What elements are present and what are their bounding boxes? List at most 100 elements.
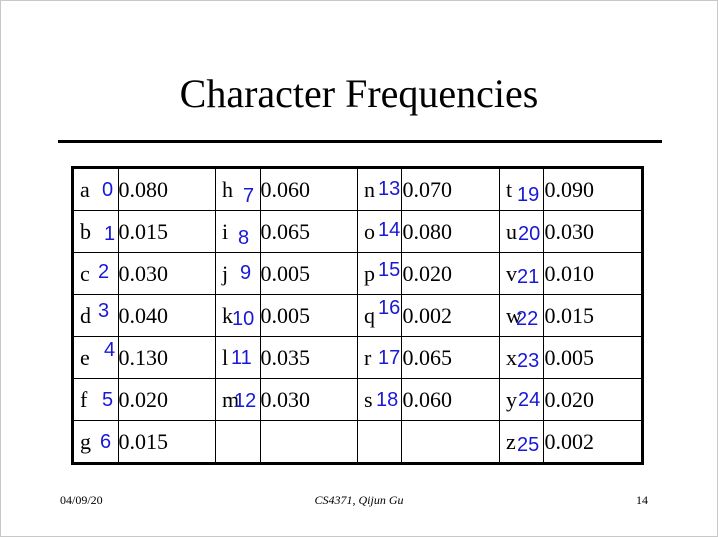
character-label: i bbox=[221, 219, 229, 244]
character-index: 0 bbox=[102, 179, 114, 201]
table-row: g 6 0.015 z 25 0.002 bbox=[72, 420, 643, 464]
character-index: 17 bbox=[377, 347, 401, 369]
letter-cell bbox=[356, 420, 403, 464]
character-index: 9 bbox=[239, 262, 252, 284]
footer-date: 04/09/20 bbox=[60, 493, 103, 507]
character-index: 2 bbox=[98, 261, 110, 283]
character-label: l bbox=[221, 345, 229, 370]
table-row: b 1 0.015 i 8 0.065 o 14 0.080 u 20 0.030 bbox=[72, 210, 643, 253]
table-row: c 2 0.030 j 9 0.005 p 15 0.020 v 21 0.010 bbox=[72, 252, 643, 295]
frequency-cell: 0.015 bbox=[543, 294, 643, 337]
character-label: h bbox=[221, 177, 233, 202]
character-label: r bbox=[363, 345, 372, 370]
character-index: 24 bbox=[517, 389, 541, 411]
footer-course-author: CS4371, Qijun Gu bbox=[314, 493, 404, 507]
frequency-cell: 0.065 bbox=[401, 336, 500, 379]
frequency-cell bbox=[259, 420, 358, 464]
table-row: a 0 0.080 h 7 0.060 n 13 0.070 t 19 0.090 bbox=[72, 167, 643, 211]
footer-page-number: 14 bbox=[636, 493, 648, 507]
frequency-cell: 0.015 bbox=[117, 210, 216, 253]
character-index: 7 bbox=[242, 185, 255, 207]
letter-cell: z 25 bbox=[498, 420, 545, 464]
character-index: 23 bbox=[516, 350, 540, 372]
slide-title: Character Frequencies bbox=[179, 71, 539, 116]
character-index: 22 bbox=[515, 308, 539, 330]
character-label: f bbox=[80, 387, 88, 412]
character-label: g bbox=[80, 429, 91, 454]
character-index: 11 bbox=[230, 347, 252, 369]
character-label: y bbox=[505, 387, 517, 412]
letter-cell: p 15 bbox=[356, 252, 403, 295]
frequency-cell: 0.005 bbox=[543, 336, 643, 379]
character-label: o bbox=[363, 219, 375, 244]
frequency-table: a 0 0.080 h 7 0.060 n 13 0.070 t 19 0.090 b 1 0.015 i 8 0… bbox=[71, 166, 644, 465]
frequency-cell: 0.005 bbox=[259, 294, 358, 337]
letter-cell: w 22 bbox=[498, 294, 545, 337]
character-label: j bbox=[221, 261, 229, 286]
frequency-cell: 0.010 bbox=[543, 252, 643, 295]
frequency-cell: 0.030 bbox=[259, 378, 358, 421]
character-index: 4 bbox=[104, 339, 116, 361]
character-index: 12 bbox=[233, 390, 257, 412]
frequency-cell: 0.005 bbox=[259, 252, 358, 295]
character-label: x bbox=[505, 345, 517, 370]
character-label: u bbox=[505, 219, 517, 244]
character-label: e bbox=[80, 345, 90, 370]
character-label: p bbox=[363, 261, 375, 286]
frequency-cell: 0.040 bbox=[117, 294, 216, 337]
table-row: e 4 0.130 l 11 0.035 r 17 0.065 x 23 0.005 bbox=[72, 336, 643, 379]
frequency-cell: 0.060 bbox=[259, 167, 358, 211]
letter-cell: r 17 bbox=[356, 336, 403, 379]
frequency-cell: 0.130 bbox=[117, 336, 216, 379]
character-index: 21 bbox=[516, 266, 540, 288]
character-label: c bbox=[80, 261, 90, 286]
character-index: 10 bbox=[231, 308, 255, 330]
frequency-cell: 0.030 bbox=[117, 252, 216, 295]
character-index: 8 bbox=[237, 227, 250, 249]
letter-cell bbox=[214, 420, 261, 464]
character-label: m bbox=[221, 387, 240, 412]
letter-cell: k 10 bbox=[214, 294, 261, 337]
character-label: d bbox=[80, 303, 91, 328]
letter-cell: l 11 bbox=[214, 336, 261, 379]
frequency-cell: 0.090 bbox=[543, 167, 643, 211]
letter-cell: n 13 bbox=[356, 167, 403, 211]
character-label: q bbox=[363, 303, 375, 328]
character-label: v bbox=[505, 261, 517, 286]
character-index: 19 bbox=[516, 184, 540, 206]
frequency-cell: 0.020 bbox=[543, 378, 643, 421]
letter-cell: v 21 bbox=[498, 252, 545, 295]
character-label: b bbox=[80, 219, 91, 244]
character-label: s bbox=[363, 387, 373, 412]
table-row: d 3 0.040 k 10 0.005 q 16 0.002 w 22 0.015 bbox=[72, 294, 643, 337]
character-label: t bbox=[505, 177, 513, 202]
character-index: 5 bbox=[102, 389, 114, 411]
frequency-cell: 0.002 bbox=[543, 420, 643, 464]
frequency-cell: 0.020 bbox=[117, 378, 216, 421]
frequency-cell: 0.015 bbox=[117, 420, 216, 464]
character-index: 25 bbox=[516, 434, 540, 456]
character-index: 16 bbox=[377, 297, 401, 319]
letter-cell: t 19 bbox=[498, 167, 545, 211]
character-index: 15 bbox=[377, 259, 401, 281]
character-label: z bbox=[505, 429, 516, 454]
character-label: w bbox=[505, 303, 522, 328]
character-index: 1 bbox=[104, 223, 116, 245]
letter-cell: u 20 bbox=[498, 210, 545, 253]
frequency-cell: 0.065 bbox=[259, 210, 358, 253]
table-row: f 5 0.020 m 12 0.030 s 18 0.060 y 24 0.020 bbox=[72, 378, 643, 421]
character-index: 3 bbox=[98, 300, 110, 322]
letter-cell: x 23 bbox=[498, 336, 545, 379]
frequency-cell: 0.020 bbox=[401, 252, 500, 295]
frequency-table-body: a 0 0.080 h 7 0.060 n 13 0.070 t 19 0.090 b 1 0.015 i 8 0… bbox=[72, 167, 643, 464]
character-label: n bbox=[363, 177, 375, 202]
